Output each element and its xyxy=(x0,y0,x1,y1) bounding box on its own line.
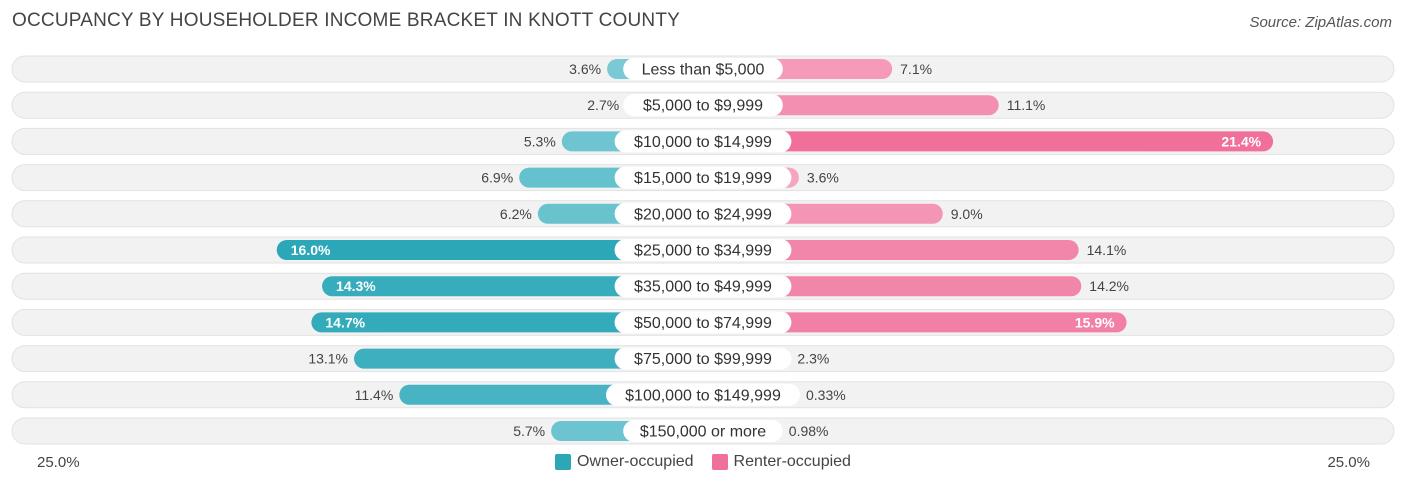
owner-value-label: 11.4% xyxy=(355,387,394,403)
category-label: Less than $5,000 xyxy=(642,62,765,79)
renter-value-label: 0.33% xyxy=(806,387,846,403)
legend-label-renter: Renter-occupied xyxy=(733,453,851,470)
category-label-bg xyxy=(614,239,792,261)
renter-value-label: 2.3% xyxy=(797,351,829,367)
category-label-bg xyxy=(614,202,792,225)
category-label-bg xyxy=(614,166,792,189)
category-label: $25,000 to $34,999 xyxy=(634,243,772,260)
owner-bar xyxy=(354,348,703,369)
category-label-bg xyxy=(623,58,783,80)
owner-value-label: 14.7% xyxy=(325,314,365,330)
owner-value-label: 16.0% xyxy=(291,242,331,258)
category-label: $35,000 to $49,999 xyxy=(634,279,772,296)
renter-bar xyxy=(703,240,1079,260)
renter-value-label: 14.2% xyxy=(1089,278,1129,294)
axis-left-label: 25.0% xyxy=(37,454,80,471)
legend-label-owner: Owner-occupied xyxy=(577,453,694,470)
chart-plot: Less than $5,000 3.6% 7.1% $5,000 to $9,999… xyxy=(11,55,1395,445)
renter-value-label: 3.6% xyxy=(807,170,839,186)
owner-value-label: 2.7% xyxy=(587,97,619,113)
category-label: $10,000 to $14,999 xyxy=(634,134,772,151)
renter-bar xyxy=(703,312,1127,333)
axis-right-label: 25.0% xyxy=(1327,454,1370,471)
category-label: $100,000 to $149,999 xyxy=(625,387,781,404)
category-label: $20,000 to $24,999 xyxy=(634,206,772,223)
category-label: $5,000 to $9,999 xyxy=(643,98,763,115)
legend-item-owner: Owner-occupied xyxy=(555,453,694,471)
renter-value-label: 9.0% xyxy=(951,206,983,222)
renter-bar xyxy=(703,276,1082,297)
category-label-bg xyxy=(614,311,792,334)
renter-value-label: 14.1% xyxy=(1087,242,1127,258)
category-label: $50,000 to $74,999 xyxy=(634,315,772,332)
legend: Owner-occupied Renter-occupied xyxy=(0,453,1406,471)
legend-swatch-owner xyxy=(555,454,572,470)
category-label-bg xyxy=(606,383,800,406)
category-label: $150,000 or more xyxy=(640,424,766,441)
owner-value-label: 6.2% xyxy=(500,206,532,222)
category-label: $75,000 to $99,999 xyxy=(634,351,772,368)
renter-value-label: 0.98% xyxy=(789,423,829,439)
owner-value-label: 5.7% xyxy=(513,423,545,439)
renter-value-label: 21.4% xyxy=(1221,133,1261,149)
owner-value-label: 13.1% xyxy=(308,351,348,367)
renter-value-label: 11.1% xyxy=(1007,97,1046,113)
renter-value-label: 15.9% xyxy=(1075,314,1115,330)
owner-value-label: 5.3% xyxy=(524,133,556,149)
owner-bar xyxy=(276,240,703,260)
category-label-bg xyxy=(623,94,783,117)
legend-item-renter: Renter-occupied xyxy=(711,453,851,471)
category-label-bg xyxy=(623,420,783,442)
owner-value-label: 14.3% xyxy=(336,278,376,294)
category-label-bg xyxy=(614,347,792,370)
owner-value-label: 3.6% xyxy=(569,61,601,77)
chart-title: OCCUPANCY BY HOUSEHOLDER INCOME BRACKET … xyxy=(12,10,681,31)
legend-swatch-renter xyxy=(711,454,728,470)
renter-value-label: 7.1% xyxy=(900,61,932,77)
renter-bar xyxy=(703,131,1274,152)
chart-source: Source: ZipAtlas.com xyxy=(1249,14,1392,31)
owner-value-label: 6.9% xyxy=(481,170,513,186)
category-label-bg xyxy=(614,130,792,153)
category-label-bg xyxy=(614,275,792,298)
owner-bar xyxy=(311,312,703,333)
owner-bar xyxy=(322,276,703,297)
category-label: $15,000 to $19,999 xyxy=(634,170,772,187)
